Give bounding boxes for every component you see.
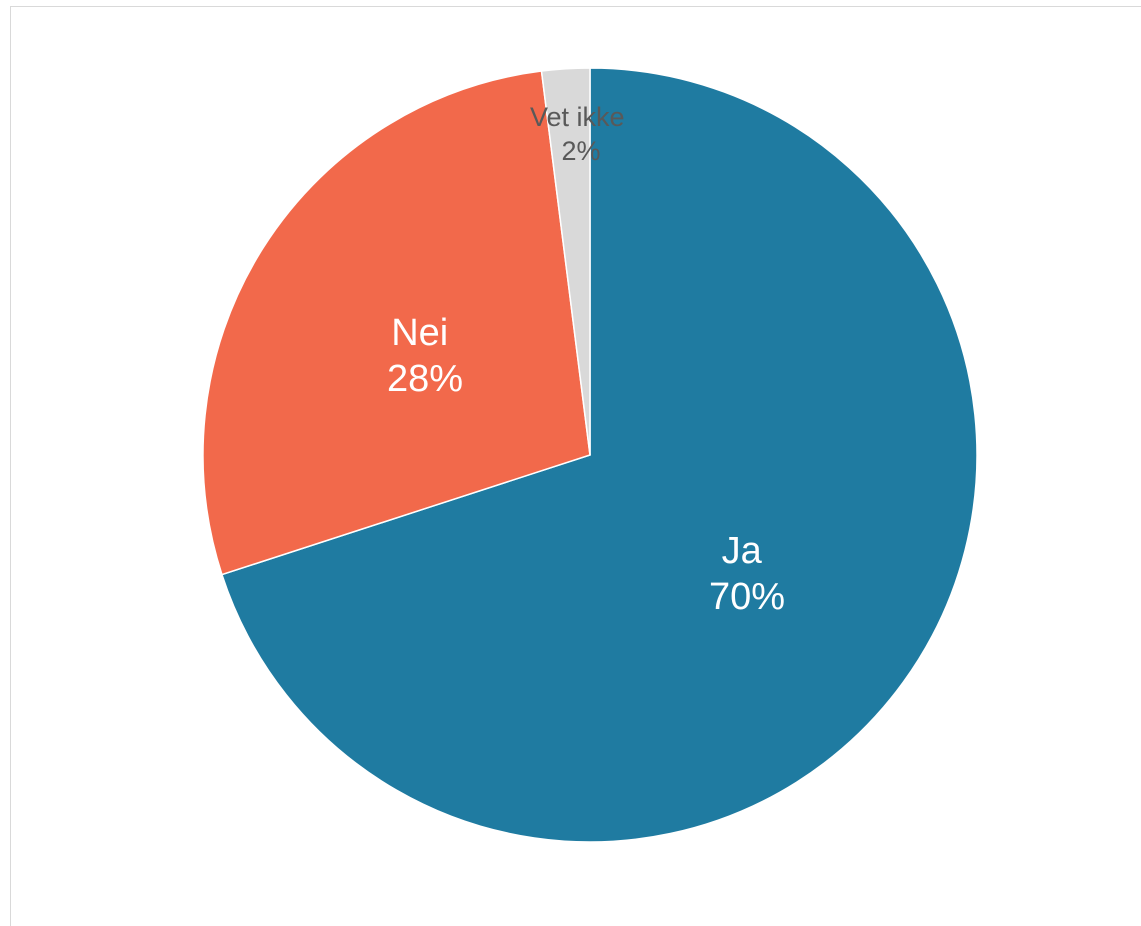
slice-name-vet-ikke: Vet ikke [530,102,625,132]
pie-slice-ja [220,67,978,843]
pie-slices [202,67,978,843]
pie-labels: Ja 70% Nei 28% Vet ikke 2% [387,102,785,618]
slice-percent-nei: 28% [387,358,463,400]
slice-label-nei: Nei 28% [387,312,463,400]
slice-percent-vet-ikke: 2% [561,136,600,166]
pie-slice-nei [202,70,591,576]
slice-name-ja: Ja [722,530,763,572]
slice-label-ja: Ja 70% [709,530,785,618]
pie-slice-vet-ikke [540,67,591,456]
slice-percent-ja: 70% [709,576,785,618]
slice-name-nei: Nei [391,312,448,354]
slice-label-vet-ikke: Vet ikke 2% [530,102,632,166]
